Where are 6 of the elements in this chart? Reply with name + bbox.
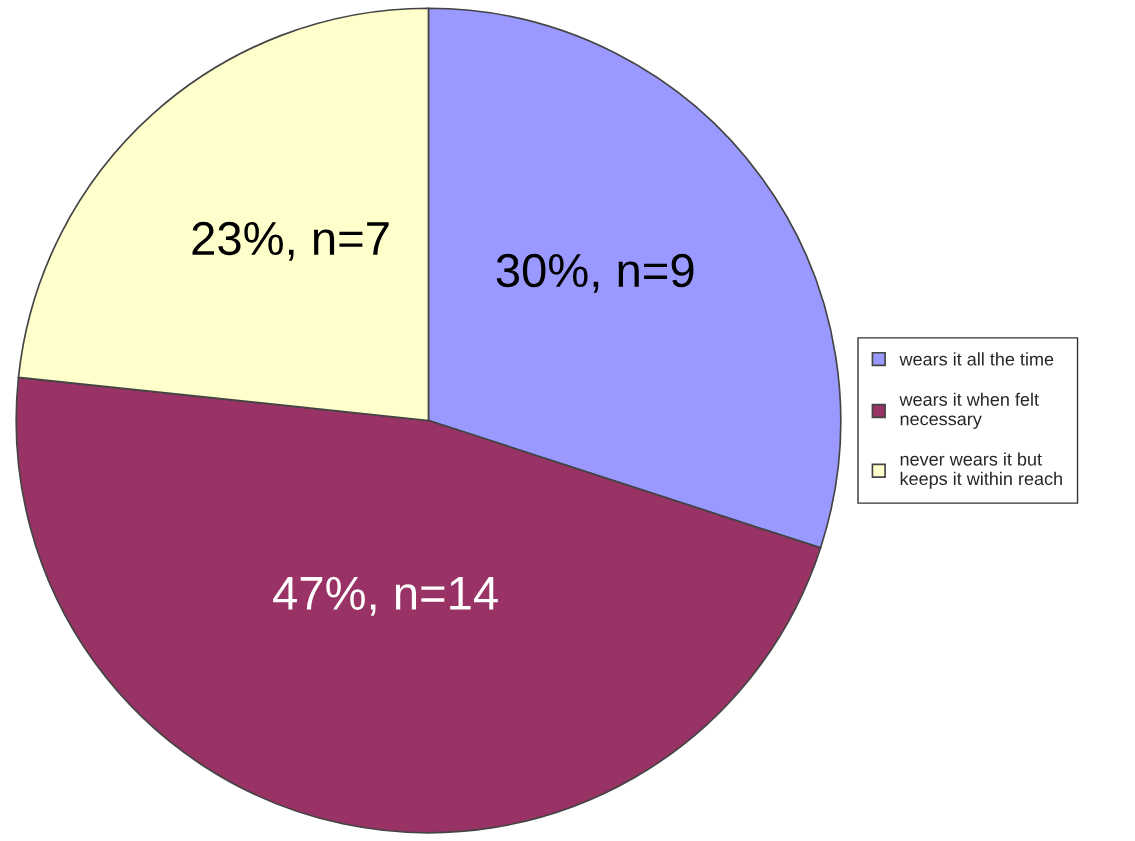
data-label: 23%, n=7 — [192, 221, 389, 261]
data-label: 47%, n=14 — [273, 576, 498, 616]
legend-label: never wears it but keeps it within reach — [900, 452, 1062, 489]
legend-label: wears it when felt necessary — [899, 392, 1039, 429]
data-label: 30%, n=9 — [496, 253, 694, 293]
legend-label: wears it all the time — [899, 352, 1054, 366]
